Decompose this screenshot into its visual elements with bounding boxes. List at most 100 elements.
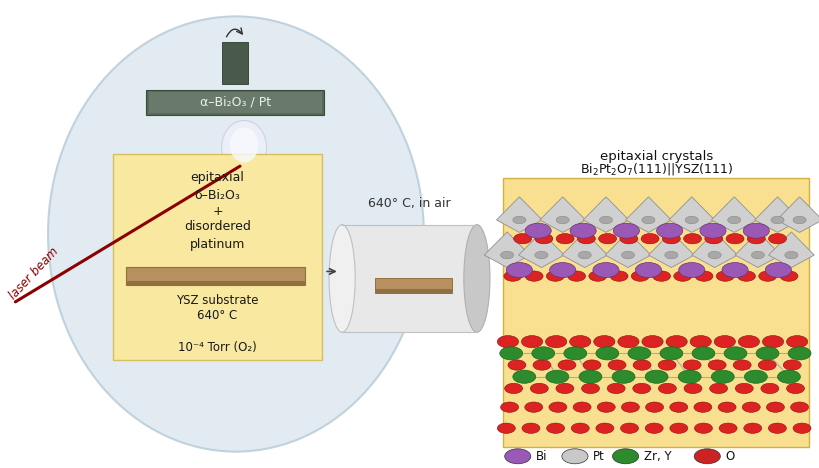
Polygon shape [668, 197, 713, 233]
FancyBboxPatch shape [374, 278, 452, 292]
Circle shape [762, 336, 783, 348]
Ellipse shape [464, 225, 490, 332]
Circle shape [792, 423, 810, 433]
Circle shape [726, 216, 740, 224]
Circle shape [595, 347, 618, 360]
Circle shape [555, 383, 573, 394]
Circle shape [521, 336, 542, 348]
Circle shape [784, 251, 797, 259]
Circle shape [555, 234, 573, 244]
Circle shape [524, 271, 542, 281]
Circle shape [718, 423, 736, 433]
Circle shape [715, 271, 733, 281]
Circle shape [499, 347, 522, 360]
Text: Pt: Pt [592, 450, 604, 463]
FancyBboxPatch shape [374, 289, 452, 292]
Circle shape [645, 423, 663, 433]
Circle shape [665, 336, 686, 348]
Polygon shape [518, 232, 563, 268]
Circle shape [555, 216, 568, 224]
Circle shape [592, 263, 618, 278]
Circle shape [721, 263, 747, 278]
Text: α–Bi₂O₃ / Pt: α–Bi₂O₃ / Pt [199, 96, 270, 109]
Circle shape [545, 370, 568, 383]
Text: disordered: disordered [184, 220, 251, 234]
FancyBboxPatch shape [342, 225, 477, 332]
Circle shape [767, 423, 785, 433]
Polygon shape [691, 232, 736, 268]
Polygon shape [711, 197, 756, 233]
Circle shape [711, 370, 733, 383]
Circle shape [664, 251, 677, 259]
Polygon shape [648, 232, 694, 268]
Circle shape [685, 216, 698, 224]
Circle shape [631, 271, 649, 281]
Polygon shape [484, 232, 529, 268]
Circle shape [569, 336, 590, 348]
Circle shape [621, 251, 634, 259]
Circle shape [496, 336, 518, 348]
Circle shape [641, 216, 654, 224]
FancyBboxPatch shape [125, 267, 305, 285]
Circle shape [504, 383, 522, 394]
Circle shape [596, 402, 614, 412]
Circle shape [736, 271, 754, 281]
Circle shape [513, 234, 531, 244]
Circle shape [704, 234, 722, 244]
Circle shape [695, 271, 712, 281]
Circle shape [612, 449, 638, 464]
Circle shape [503, 271, 521, 281]
Circle shape [599, 216, 612, 224]
Circle shape [567, 271, 585, 281]
Circle shape [530, 383, 548, 394]
Circle shape [760, 383, 778, 394]
Circle shape [505, 263, 532, 278]
Circle shape [549, 263, 575, 278]
Circle shape [635, 263, 661, 278]
Circle shape [613, 223, 639, 238]
Circle shape [621, 402, 639, 412]
Circle shape [572, 402, 590, 412]
Circle shape [717, 402, 735, 412]
Circle shape [534, 234, 552, 244]
Circle shape [732, 360, 750, 370]
Text: +: + [212, 205, 223, 218]
Circle shape [766, 402, 784, 412]
Circle shape [790, 402, 808, 412]
Circle shape [532, 347, 554, 360]
Polygon shape [582, 197, 628, 233]
Circle shape [500, 402, 518, 412]
Circle shape [782, 360, 800, 370]
Circle shape [767, 234, 785, 244]
Circle shape [524, 402, 542, 412]
Circle shape [645, 402, 663, 412]
Ellipse shape [229, 127, 258, 163]
Circle shape [694, 449, 719, 464]
FancyBboxPatch shape [146, 90, 324, 115]
Circle shape [792, 216, 805, 224]
Circle shape [595, 423, 613, 433]
Circle shape [582, 360, 600, 370]
Circle shape [578, 370, 601, 383]
Circle shape [755, 347, 778, 360]
Circle shape [658, 360, 675, 370]
Circle shape [742, 223, 768, 238]
Circle shape [617, 336, 638, 348]
Circle shape [659, 347, 682, 360]
Circle shape [708, 251, 720, 259]
FancyBboxPatch shape [502, 178, 808, 447]
Polygon shape [625, 197, 671, 233]
Circle shape [764, 263, 790, 278]
Circle shape [512, 216, 525, 224]
Circle shape [691, 347, 714, 360]
Circle shape [548, 402, 566, 412]
Circle shape [545, 271, 563, 281]
Polygon shape [734, 232, 780, 268]
Polygon shape [767, 232, 813, 268]
Circle shape [606, 383, 624, 394]
Circle shape [645, 370, 667, 383]
Text: laser beam: laser beam [7, 245, 61, 302]
Circle shape [546, 423, 564, 433]
Circle shape [682, 360, 700, 370]
Circle shape [524, 223, 550, 238]
